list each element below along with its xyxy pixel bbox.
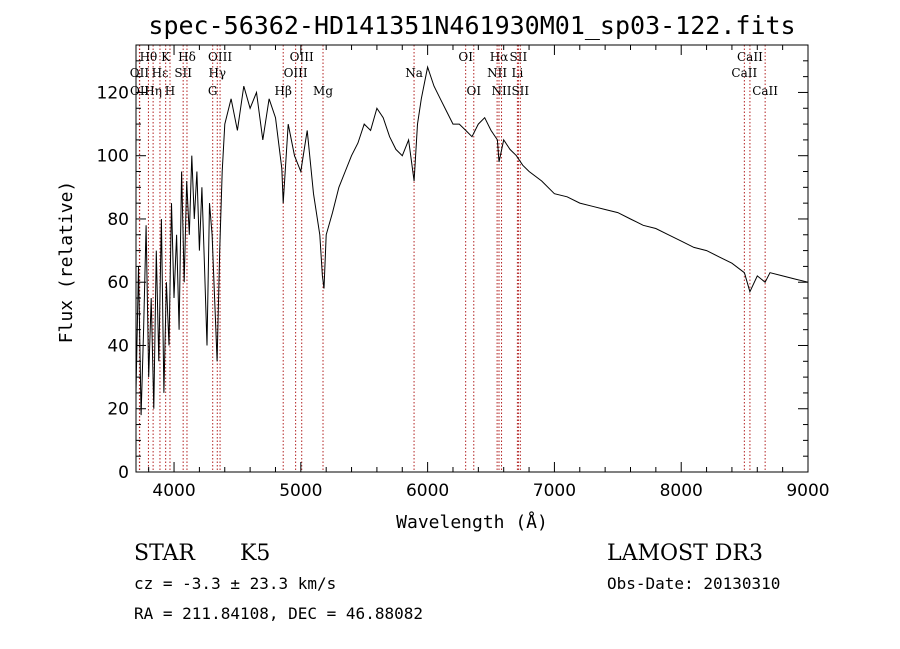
axis-ticks: 4000 5000 6000 7000 8000 9000 0 20 40 60 80 100 120 [97,45,830,501]
survey-name: LAMOST DR3 [607,541,763,566]
line-marker-label: SII [510,50,528,64]
y-tick-label: 40 [107,336,129,356]
line-marker-label: OIII [208,50,232,64]
x-tick-label: 4000 [152,481,195,501]
x-tick-label: 5000 [279,481,322,501]
line-marker-label: SII [174,66,192,80]
x-axis-label: Wavelength (Å) [396,511,548,533]
spectral-subclass: K5 [240,541,270,566]
line-marker-label: OI [458,50,473,64]
x-tick-label: 9000 [786,481,829,501]
line-marker-label: Hε [152,66,169,80]
line-marker-label: Hθ [140,50,158,64]
chart-title: spec-56362-HD141351N461930M01_sp03-122.f… [148,11,795,40]
line-marker-label: CaII [731,66,757,80]
line-marker-label: OIII [284,66,308,80]
line-marker-label: Hη [144,84,162,98]
line-marker-label: Hγ [208,66,226,80]
line-marker-label: OIII [290,50,314,64]
line-marker-label: CaII [752,84,778,98]
line-marker-label: Hα [490,50,509,64]
y-tick-label: 20 [107,400,129,420]
line-marker-label: OII [130,84,150,98]
line-marker-label: Mg [313,84,333,98]
y-axis-label: Flux (relative) [56,181,77,344]
redshift-text: cz = -3.3 ± 23.3 km/s [134,574,336,593]
x-tick-label: 8000 [660,481,703,501]
x-tick-label: 7000 [533,481,576,501]
x-tick-label: 6000 [406,481,449,501]
line-marker-label: Li [511,66,523,80]
line-marker-label: Hβ [275,84,292,98]
line-marker-label: NII [492,84,512,98]
line-marker-label: Na [405,66,423,80]
line-marker-label: NII [487,66,507,80]
y-tick-label: 80 [107,210,129,230]
plot-area [135,44,809,473]
spectrum-series [135,65,809,416]
line-marker-label: G [208,84,218,98]
line-marker-label: CaII [737,50,763,64]
line-marker-label: K [161,50,171,64]
y-tick-label: 100 [97,147,129,167]
y-tick-label: 60 [107,273,129,293]
obs-date-text: Obs-Date: 20130310 [607,574,780,593]
y-tick-label: 120 [97,83,129,103]
line-marker-label: SII [511,84,529,98]
line-marker-label: H [165,84,175,98]
plot-frame [135,44,809,473]
coordinates-text: RA = 211.84108, DEC = 46.88082 [134,604,423,623]
line-marker-label: Hδ [178,50,196,64]
object-type: STAR [134,541,196,566]
line-marker-label: OI [466,84,481,98]
y-tick-label: 0 [118,463,129,483]
